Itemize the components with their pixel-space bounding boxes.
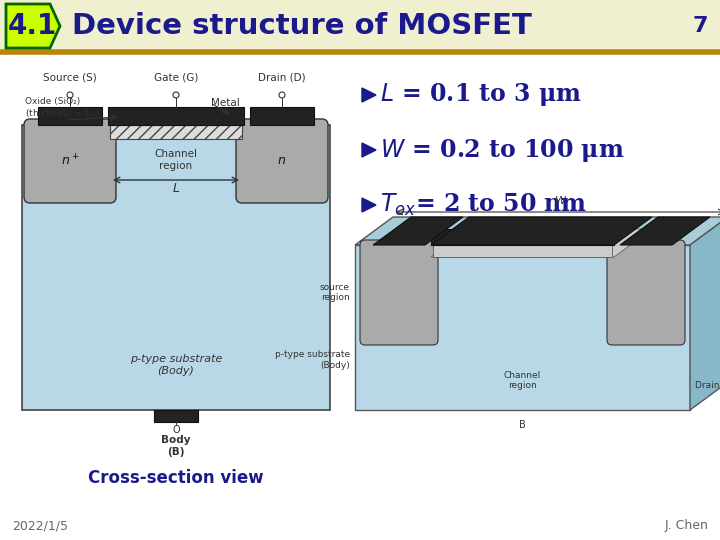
Text: 4.1: 4.1 <box>7 12 57 40</box>
Bar <box>250 107 314 125</box>
Bar <box>22 125 330 410</box>
Text: $\mathit{L}$ = 0.1 to 3 μm: $\mathit{L}$ = 0.1 to 3 μm <box>380 82 582 109</box>
Text: Device structure of MOSFET: Device structure of MOSFET <box>72 12 532 40</box>
Text: Drain (D): Drain (D) <box>258 73 306 83</box>
Polygon shape <box>620 217 710 245</box>
Text: $\mathit{T}_{\mathit{ox}}$= 2 to 50 nm: $\mathit{T}_{\mathit{ox}}$= 2 to 50 nm <box>380 192 588 218</box>
Bar <box>0 0 720 52</box>
Text: source
region: source region <box>320 283 350 302</box>
Text: Body
(B): Body (B) <box>161 435 191 457</box>
Bar <box>431 229 614 245</box>
Text: Oxide (SiO₂)
(thickness = $t_{ox}$): Oxide (SiO₂) (thickness = $t_{ox}$) <box>25 97 100 120</box>
FancyBboxPatch shape <box>360 240 438 345</box>
Text: $L$: $L$ <box>172 182 180 195</box>
Text: Metal: Metal <box>211 98 240 108</box>
FancyBboxPatch shape <box>24 119 116 203</box>
Text: Drain region: Drain region <box>695 381 720 389</box>
Text: B: B <box>519 420 526 430</box>
Bar <box>355 245 690 410</box>
Polygon shape <box>431 229 652 257</box>
Text: 7: 7 <box>693 16 708 36</box>
Bar <box>154 410 198 422</box>
Text: J. Chen: J. Chen <box>664 519 708 532</box>
Bar <box>433 245 612 257</box>
Text: O: O <box>172 425 180 435</box>
Text: $n^+$: $n^+$ <box>60 153 79 168</box>
Bar <box>110 125 242 139</box>
Text: Cross-section view: Cross-section view <box>88 469 264 487</box>
Text: $W$: $W$ <box>554 194 567 206</box>
FancyBboxPatch shape <box>236 119 328 203</box>
Text: Channel
region: Channel region <box>504 370 541 390</box>
FancyBboxPatch shape <box>607 240 685 345</box>
Polygon shape <box>362 143 376 157</box>
Text: Source (S): Source (S) <box>43 73 97 83</box>
Bar <box>38 107 102 125</box>
Text: $n$: $n$ <box>277 154 287 167</box>
Text: Gate (G): Gate (G) <box>154 73 198 83</box>
Text: 2022/1/5: 2022/1/5 <box>12 519 68 532</box>
Text: $\mathit{W}$ = 0.2 to 100 μm: $\mathit{W}$ = 0.2 to 100 μm <box>380 137 624 164</box>
Polygon shape <box>690 217 720 410</box>
Polygon shape <box>362 198 376 212</box>
Polygon shape <box>373 217 463 245</box>
Text: p-type substrate
(Body): p-type substrate (Body) <box>130 354 222 376</box>
Polygon shape <box>431 217 652 245</box>
Bar <box>108 107 244 125</box>
Polygon shape <box>362 88 376 102</box>
Polygon shape <box>355 217 720 245</box>
Text: p-type substrate
(Body): p-type substrate (Body) <box>275 350 350 370</box>
Polygon shape <box>6 4 60 48</box>
Text: Channel
region: Channel region <box>155 149 197 171</box>
